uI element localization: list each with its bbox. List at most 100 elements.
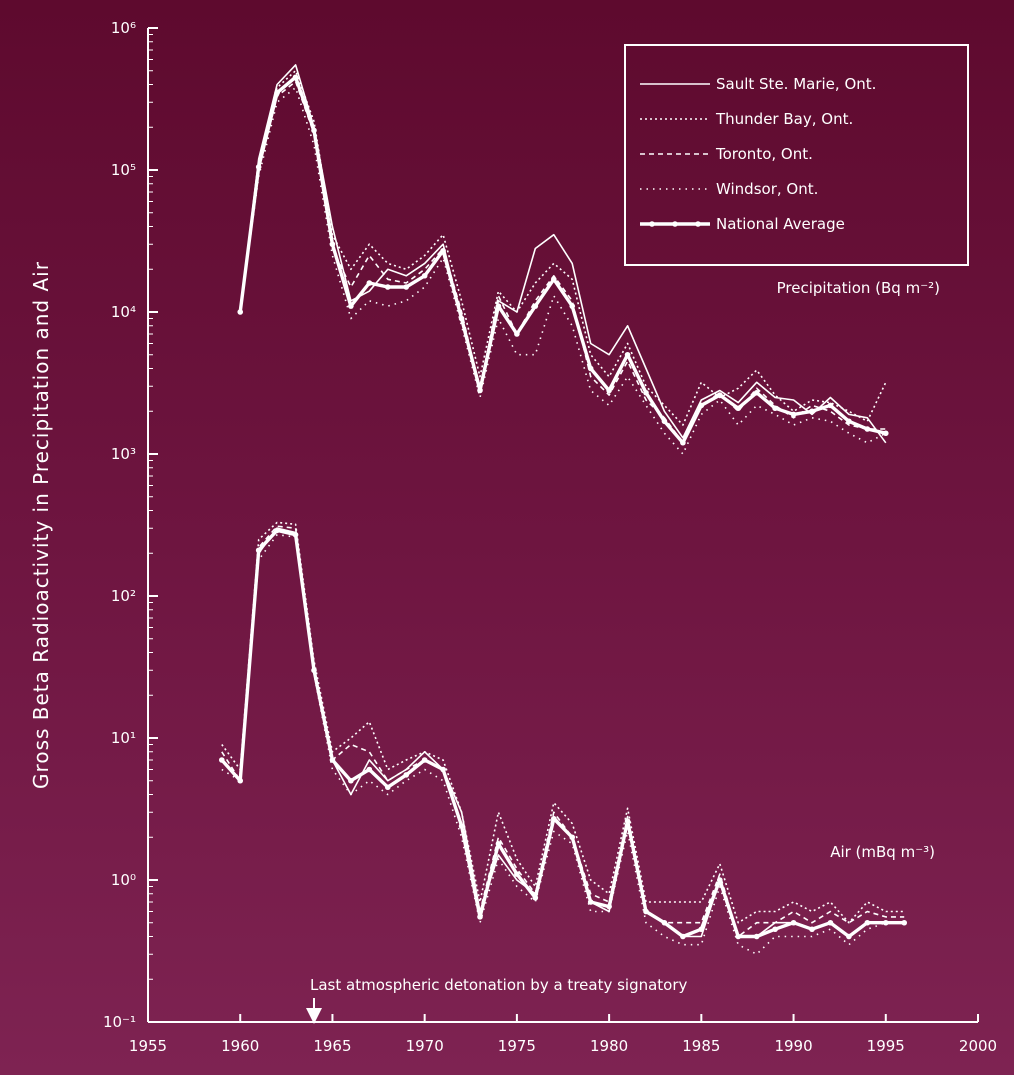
series-layer: Precipitation (Bq m⁻²) Air (mBq m⁻³) [218,64,940,956]
data-point [274,527,280,534]
data-point [292,74,299,81]
legend: Sault Ste. Marie, Ont. Thunder Bay, Ont. T… [624,44,969,266]
data-point [274,89,280,96]
x-tick-label: 1980 [590,1037,628,1055]
data-point [458,315,465,322]
x-tick-label: 1960 [221,1037,259,1055]
y-tick-label: 10⁴ [111,303,136,321]
x-tick-label: 1990 [774,1037,812,1055]
legend-label-sault-ste-marie-ont: Sault Ste. Marie, Ont. [716,75,876,93]
data-point [716,392,723,398]
data-point [587,365,594,372]
x-tick-label: 1975 [498,1037,536,1055]
data-point [495,303,502,309]
data-point [772,405,778,412]
data-point [569,834,576,841]
data-point [255,164,262,170]
data-point [237,777,244,784]
x-tick-label: 1970 [406,1037,444,1055]
data-point [846,933,852,940]
data-point [384,784,391,791]
y-tick-label: 10³ [111,445,136,463]
series-line-windsor-ont [239,86,887,455]
series-line-toronto-ont [221,525,905,938]
data-point [827,402,834,409]
legend-marker [672,221,678,227]
data-point [606,903,612,910]
data-point [624,818,631,824]
data-point [864,426,871,432]
series-line-sault-ste-marie-ont [239,64,887,444]
data-point [421,757,428,763]
data-point [550,276,557,283]
legend-label-windsor-ont: Windsor, Ont. [716,180,818,198]
data-point [366,280,373,286]
plot-axes: 1955 1960 1965 1970 1975 1980 1985 1990 1995 2000… [29,19,997,1055]
data-point [772,926,778,933]
data-point [587,899,594,905]
y-axis-title: Gross Beta Radioactivity in Precipitatio… [29,261,53,789]
data-point [292,531,299,538]
data-point [237,309,244,315]
data-point [846,418,852,425]
legend-label-toronto-ont: Toronto, Ont. [715,145,813,163]
data-point [218,757,225,763]
series-line-national-average [238,75,887,445]
series-group-air: Air (mBq m⁻³) [218,521,935,956]
legend-label-national-average: National Average [716,215,845,233]
data-point [735,933,742,940]
data-point [624,351,631,358]
annotations: Last atmospheric detonation by a treaty … [306,976,688,1024]
data-point [809,926,815,933]
data-point [827,919,834,926]
data-point [716,877,723,883]
legend-marker [695,221,701,227]
data-point [348,777,354,784]
legend-box [624,44,969,266]
series-line-windsor-ont [221,533,905,956]
x-tick-label: 1985 [682,1037,720,1055]
series-line-sault-ste-marie-ont [221,527,905,938]
data-point [680,933,686,940]
x-tick-label: 2000 [959,1037,997,1055]
data-point [698,926,705,933]
series-group-label: Air (mBq m⁻³) [830,843,935,861]
annotation-label: Last atmospheric detonation by a treaty … [310,976,688,994]
data-point [661,919,668,926]
data-point [643,389,649,396]
data-point [440,766,446,773]
legend-marker [649,221,655,227]
data-point [790,919,797,926]
data-point [809,408,815,415]
data-point [790,411,797,418]
x-tick-label: 1955 [129,1037,167,1055]
data-point [735,405,742,412]
data-point [514,871,520,877]
data-point [440,247,446,254]
y-tick-label: 10² [111,587,136,605]
data-point [661,418,668,425]
y-tick-label: 10⁻¹ [103,1013,136,1031]
data-point [403,772,410,778]
data-point [514,331,520,337]
data-point [901,919,908,926]
data-point [882,430,889,437]
y-tick-label: 10⁵ [111,161,136,179]
data-point [550,815,557,822]
data-point [329,757,336,763]
y-tick-label: 10¹ [111,729,136,747]
data-point [680,439,686,446]
data-point [753,389,760,396]
data-point [311,127,317,134]
data-point [864,919,871,926]
data-point [477,914,483,920]
data-point [698,402,705,409]
data-point [753,933,760,940]
data-point [403,284,410,290]
series-group-precipitation: Precipitation (Bq m⁻²) [237,64,940,455]
data-point [882,919,889,926]
data-point [458,823,465,829]
data-point [532,894,539,901]
data-point [329,241,336,248]
